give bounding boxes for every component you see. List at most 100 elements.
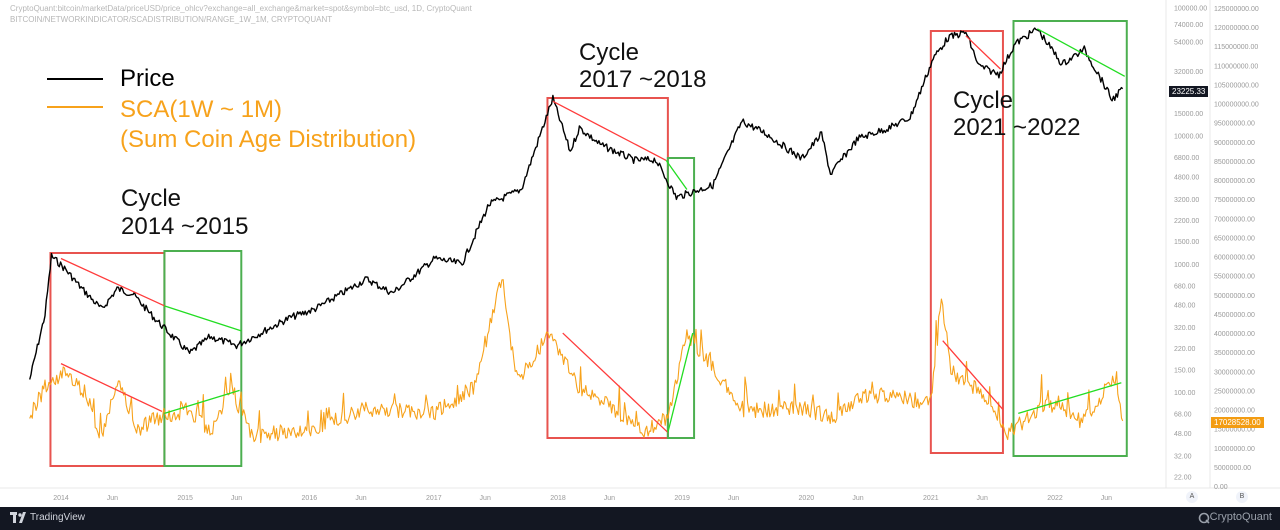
price-tick-label: 10000.00: [1174, 134, 1203, 141]
cycle-2017-label-line1: Cycle: [579, 39, 640, 66]
cycle-boxes: [49, 20, 1128, 467]
time-tick-label: Jun: [107, 495, 118, 502]
sca-tick-label: 15000000.00: [1214, 427, 1255, 434]
sca-line: [29, 279, 1124, 444]
sca-tick-label: 80000000.00: [1214, 178, 1255, 185]
cycle-2021-label-line2: 2021 ~2022: [953, 114, 1081, 141]
footer-bar: TradingView CryptoQuant: [0, 507, 1280, 530]
price-tick-label: 54000.00: [1174, 40, 1203, 47]
cycle-2017-label-line2: 2017 ~2018: [579, 66, 707, 93]
price-tick-label: 3200.00: [1174, 197, 1199, 204]
time-tick-label: Jun: [1101, 495, 1112, 502]
price-tick-label: 680.00: [1174, 283, 1196, 290]
sca-legend-label-line2: (Sum Coin Age Distribution): [120, 126, 417, 153]
chart-area[interactable]: 100000.0074000.0054000.0032000.0022000.0…: [0, 0, 1280, 507]
sca-legend-swatch: [47, 106, 103, 108]
tradingview-brand[interactable]: TradingView: [30, 512, 86, 523]
trend-line-11: [1018, 382, 1122, 414]
sca-tick-label: 10000000.00: [1214, 446, 1255, 453]
time-tick-label: Jun: [728, 495, 739, 502]
price-series: [29, 27, 1124, 380]
trend-lines: [60, 28, 1126, 433]
sca-tick-label: 5000000.00: [1214, 465, 1251, 472]
sca-tick-label: 95000000.00: [1214, 121, 1255, 128]
sca-tick-label: 115000000.00: [1214, 44, 1258, 51]
price-tick-label: 32.00: [1174, 453, 1192, 460]
price-tick-label: 1000.00: [1174, 262, 1199, 269]
sca-tick-label: 90000000.00: [1214, 140, 1255, 147]
time-tick-label: 2022: [1047, 495, 1063, 502]
price-tick-label: 480.00: [1174, 303, 1196, 310]
cycle-2014-label-line1: Cycle: [121, 185, 182, 212]
cycle-2014-label-line2: 2014 ~2015: [121, 213, 249, 240]
time-axis[interactable]: 2014 Jun 2015 Jun 2016 Jun 2017 Jun 2018 Jun 2019 J…: [53, 495, 1112, 502]
cryptoquant-logo-icon: [1198, 512, 1210, 524]
cycle-2021-label-line1: Cycle: [953, 87, 1014, 114]
trend-line-4: [965, 35, 1002, 70]
price-tick-label: 48.00: [1174, 431, 1192, 438]
trend-line-6: [60, 363, 163, 413]
time-tick-label: Jun: [231, 495, 242, 502]
trend-line-3: [665, 160, 688, 190]
accum-box-0: [163, 250, 243, 467]
time-tick-label: Jun: [480, 495, 491, 502]
time-tick-label: Jun: [977, 495, 988, 502]
sca-tick-label: 45000000.00: [1214, 312, 1255, 319]
sca-tick-label: 65000000.00: [1214, 235, 1255, 242]
price-line: [29, 27, 1124, 380]
trend-line-10: [942, 340, 1004, 410]
time-tick-label: 2018: [550, 495, 566, 502]
sca-tick-label: 0.00: [1214, 484, 1228, 491]
trend-line-1: [164, 305, 242, 332]
price-tick-label: 74000.00: [1174, 22, 1203, 29]
sca-tick-label: 125000000.00: [1214, 6, 1259, 13]
price-tick-label: 68.00: [1174, 411, 1192, 418]
price-tick-label: 15000.00: [1174, 111, 1203, 118]
sca-last-value-label: 17028528.00: [1211, 417, 1264, 428]
axis-button-b[interactable]: B: [1236, 491, 1248, 503]
price-tick-label: 4800.00: [1174, 174, 1199, 181]
price-tick-label: 320.00: [1174, 325, 1196, 332]
chart-header-line2: BITCOIN/NETWORKINDICATOR/SCADISTRIBUTION…: [10, 15, 333, 24]
sca-tick-label: 105000000.00: [1214, 82, 1259, 89]
sca-tick-label: 100000000.00: [1214, 102, 1259, 109]
bear-box-2: [929, 30, 1004, 454]
price-legend-label: Price: [120, 65, 175, 92]
trend-line-5: [1037, 28, 1126, 77]
cryptoquant-brand: CryptoQuant: [1209, 511, 1272, 523]
sca-tick-label: 40000000.00: [1214, 331, 1255, 338]
sca-tick-label: 50000000.00: [1214, 293, 1255, 300]
price-tick-label: 2200.00: [1174, 218, 1199, 225]
price-last-value-label: 23225.33: [1169, 86, 1209, 97]
price-tick-label: 150.00: [1174, 367, 1196, 374]
sca-tick-label: 85000000.00: [1214, 159, 1255, 166]
time-tick-label: Jun: [852, 495, 863, 502]
price-tick-label: 220.00: [1174, 346, 1196, 353]
sca-tick-label: 110000000.00: [1214, 63, 1258, 70]
price-tick-label: 100.00: [1174, 390, 1196, 397]
time-tick-label: 2014: [53, 495, 69, 502]
sca-tick-label: 75000000.00: [1214, 197, 1255, 204]
sca-tick-label: 60000000.00: [1214, 255, 1255, 262]
sca-axis[interactable]: 125000000.00 120000000.00 115000000.00 1100…: [1214, 6, 1259, 491]
sca-legend-label-line1: SCA(1W ~ 1M): [120, 96, 283, 123]
time-tick-label: 2015: [177, 495, 193, 502]
time-tick-label: Jun: [355, 495, 366, 502]
sca-tick-label: 30000000.00: [1214, 369, 1255, 376]
trend-line-7: [164, 389, 240, 414]
chart-header-line1: CryptoQuant:bitcoin/marketData/priceUSD/…: [10, 4, 472, 13]
trend-line-0: [60, 257, 165, 307]
price-tick-label: 32000.00: [1174, 69, 1203, 76]
sca-tick-label: 55000000.00: [1214, 274, 1255, 281]
time-tick-label: 2019: [674, 495, 690, 502]
sca-series: [29, 279, 1124, 444]
price-tick-label: 1500.00: [1174, 239, 1199, 246]
trend-line-2: [552, 100, 667, 162]
sca-tick-label: 120000000.00: [1214, 25, 1259, 32]
price-legend-swatch: [47, 78, 103, 80]
time-tick-label: Jun: [604, 495, 615, 502]
time-tick-label: 2021: [923, 495, 939, 502]
trend-line-8: [562, 332, 669, 433]
axis-button-a[interactable]: A: [1186, 491, 1198, 503]
trend-line-9: [667, 332, 694, 433]
